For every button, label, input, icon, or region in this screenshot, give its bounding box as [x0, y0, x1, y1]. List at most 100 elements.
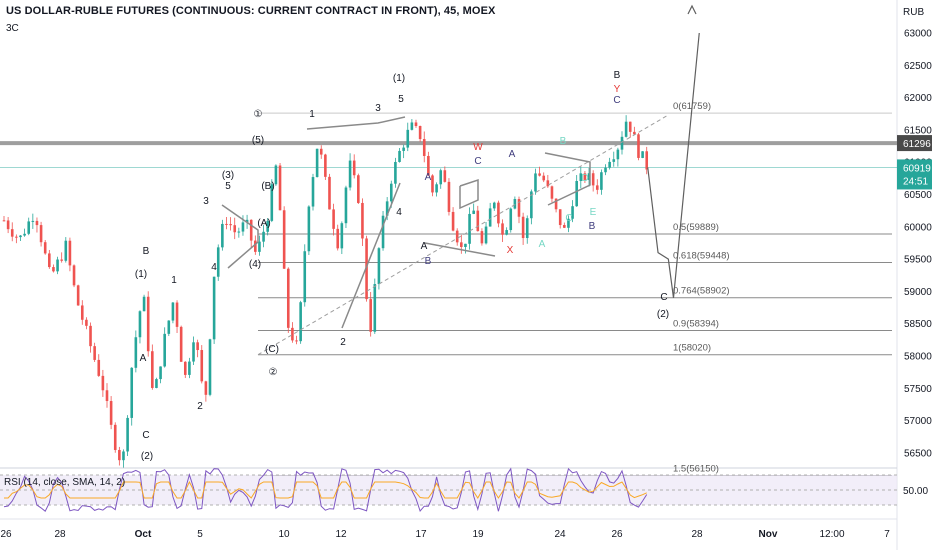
candle-body: [501, 223, 504, 235]
fib-level-label: 0.618(59448): [673, 250, 730, 261]
candle-body: [221, 223, 224, 248]
candle-body: [604, 167, 607, 173]
candle-body: [538, 173, 541, 176]
wedge-pattern: [544, 152, 591, 206]
candle-body: [554, 198, 558, 210]
marked-price-tag-label: 61296: [903, 139, 931, 150]
candle-body: [361, 202, 364, 239]
rsi-level-label: 50.00: [903, 486, 928, 497]
candle-body: [2, 220, 6, 222]
candle-body: [460, 242, 463, 247]
candle-body: [447, 181, 451, 212]
wave-label: C: [613, 95, 620, 106]
candle-body: [509, 208, 513, 231]
chart-title: US DOLLAR-RUBLE FUTURES (CONTINUOUS: CUR…: [6, 5, 496, 17]
candle-body: [365, 238, 368, 300]
wave-label: B: [425, 256, 432, 267]
time-tick-label: 28: [691, 529, 703, 540]
time-tick-label: Nov: [759, 529, 778, 540]
candle-body: [530, 191, 533, 219]
price-tick-label: 56500: [904, 448, 932, 459]
candle-body: [443, 170, 447, 182]
wave-label: 4: [211, 262, 217, 273]
wave-label: (3): [222, 170, 234, 181]
candle-body: [377, 248, 381, 285]
candle-body: [521, 216, 525, 239]
candle-body: [286, 268, 290, 328]
candle-body: [608, 161, 611, 168]
candle-body: [575, 180, 578, 207]
candle-body: [179, 326, 183, 362]
wave-label: X: [507, 245, 514, 256]
candle-body: [633, 131, 636, 135]
candle-body: [472, 210, 475, 214]
candle-body: [558, 209, 562, 226]
wave-label: C: [660, 292, 667, 303]
candle-body: [216, 247, 220, 277]
candle-body: [550, 186, 554, 199]
candle-body: [563, 225, 566, 228]
wave-label: B: [614, 70, 621, 81]
candle-body: [439, 170, 443, 185]
candle-body: [291, 327, 294, 341]
candle-body: [258, 241, 261, 252]
wave-label: A: [140, 353, 147, 364]
candle-body: [262, 231, 265, 242]
wave-label: C: [474, 156, 481, 167]
wave-label: (4): [249, 259, 261, 270]
fib-level-label: 0.9(58394): [673, 319, 719, 330]
candle-body: [60, 259, 63, 261]
candle-body: [394, 161, 397, 184]
wave-label: (2): [141, 451, 153, 462]
upper-channel-line: [306, 116, 406, 130]
wave-label: 3: [203, 196, 209, 207]
candle-body: [579, 173, 583, 181]
candle-body: [76, 285, 80, 306]
candle-body: [583, 173, 587, 180]
trendline-dashed: [257, 114, 669, 356]
candle-body: [254, 240, 257, 252]
wave-label: (1): [135, 269, 147, 280]
lower-channel-line: [341, 182, 401, 329]
candle-body: [641, 151, 644, 158]
candle-body: [571, 206, 574, 219]
candle-body: [39, 225, 43, 243]
candle-body: [637, 134, 640, 158]
price-tick-label: 57000: [904, 416, 932, 427]
candle-body: [455, 230, 459, 243]
candle-body: [311, 177, 315, 207]
candle-body: [476, 210, 480, 232]
price-tick-label: 63000: [904, 29, 932, 40]
candle-body: [307, 206, 311, 252]
candle-body: [35, 220, 39, 226]
flat-bottom-line: [424, 242, 496, 257]
candle-body: [237, 231, 241, 233]
candle-body: [10, 229, 14, 237]
candle-body: [89, 325, 92, 347]
candle-body: [492, 202, 496, 209]
candle-body: [134, 337, 138, 368]
rsi-label[interactable]: RSI (14, close, SMA, 14, 2): [4, 477, 126, 488]
candle-body: [56, 259, 59, 272]
wave-label: ①: [254, 109, 263, 120]
wave-label: (C): [265, 344, 279, 355]
price-tick-label: 62000: [904, 93, 932, 104]
candle-body: [48, 253, 51, 268]
candle-body: [381, 215, 385, 249]
candle-body: [109, 401, 113, 425]
candle-body: [101, 375, 105, 391]
candle-body: [27, 221, 31, 234]
candle-body: [340, 223, 344, 249]
candle-body: [303, 251, 307, 303]
candle-body: [151, 351, 154, 388]
time-tick-label: 7: [884, 529, 890, 540]
wave-label: C: [565, 213, 572, 224]
wave-label: B: [143, 246, 150, 257]
candle-body: [352, 160, 356, 176]
candle-body: [19, 235, 22, 238]
candle-body: [274, 165, 278, 185]
candle-body: [628, 121, 632, 132]
price-tick-label: 61500: [904, 125, 932, 136]
candle-body: [464, 243, 467, 247]
